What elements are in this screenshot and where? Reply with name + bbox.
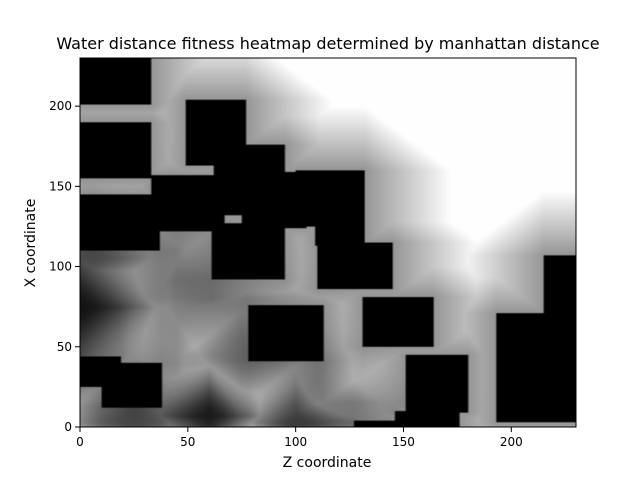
x-axis-label: Z coordinate xyxy=(283,455,372,471)
y-tick-label: 200 xyxy=(49,99,72,113)
x-tick-label: 150 xyxy=(392,435,415,449)
y-tick-label: 50 xyxy=(57,340,72,354)
x-axis: 0 50 100 150 200 xyxy=(76,427,523,449)
x-tick-label: 50 xyxy=(180,435,195,449)
heatmap-image xyxy=(80,58,576,427)
y-tick-label: 150 xyxy=(49,179,72,193)
x-tick-label: 100 xyxy=(284,435,307,449)
chart-title: Water distance fitness heatmap determine… xyxy=(56,34,599,53)
y-axis-label: X coordinate xyxy=(23,199,39,288)
plot-area xyxy=(79,57,577,428)
x-tick-label: 0 xyxy=(76,435,84,449)
x-tick-label: 200 xyxy=(500,435,523,449)
y-tick-label: 0 xyxy=(64,420,72,434)
y-axis: 0 50 100 150 200 xyxy=(49,99,80,434)
plot-frame xyxy=(79,57,577,428)
y-tick-label: 100 xyxy=(49,260,72,274)
